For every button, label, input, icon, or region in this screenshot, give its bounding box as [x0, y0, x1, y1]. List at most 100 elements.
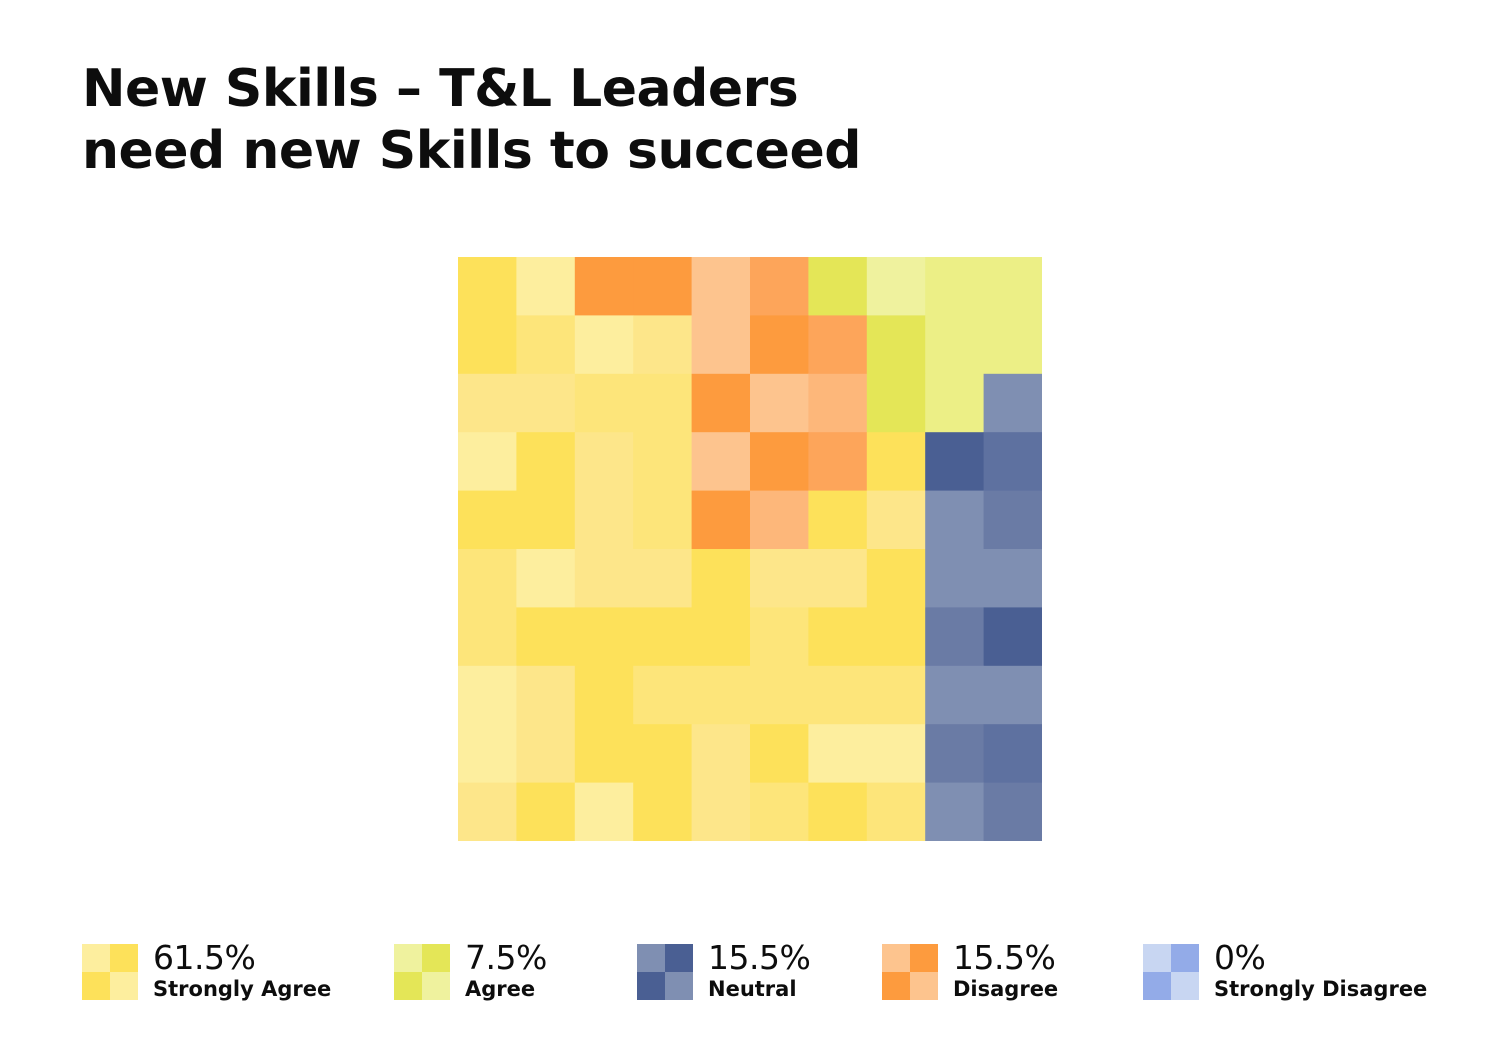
waffle-cell-strongly-agree [808, 782, 868, 841]
legend-swatch-disagree [882, 944, 938, 1000]
legend-swatch-neutral [637, 944, 693, 1000]
legend-swatch-strongly-disagree [1143, 944, 1199, 1000]
waffle-cell-strongly-agree [750, 665, 809, 725]
waffle-cell-strongly-agree [866, 549, 926, 608]
waffle-cell-strongly-agree [866, 782, 926, 841]
waffle-cell-disagree [691, 257, 751, 316]
waffle-cell-disagree [633, 257, 693, 316]
legend-label-disagree: Disagree [953, 977, 1059, 1001]
waffle-cell-strongly-agree [458, 315, 517, 375]
waffle-cell-disagree [750, 432, 809, 492]
waffle-cell-neutral [983, 432, 1042, 492]
swatch-cell [665, 972, 693, 1000]
waffle-cell-neutral [925, 549, 985, 608]
waffle-cell-strongly-agree [458, 373, 517, 433]
waffle-cell-strongly-agree [574, 724, 634, 784]
legend-value-agree: 7.5% [465, 938, 547, 977]
waffle-cell-neutral [983, 490, 1042, 550]
chart-title: New Skills – T&L Leaders need new Skills… [82, 58, 861, 182]
swatch-cell [910, 972, 938, 1000]
waffle-cell-strongly-agree [458, 549, 517, 608]
swatch-cell [422, 944, 450, 972]
legend: 61.5% Strongly Agree 7.5% Agree 15.5% Ne… [0, 940, 1500, 1004]
waffle-cell-strongly-agree [866, 607, 926, 667]
waffle-cell-strongly-agree [574, 490, 634, 550]
waffle-cell-strongly-agree [574, 549, 634, 608]
waffle-cell-neutral [983, 782, 1042, 841]
waffle-cell-neutral [983, 607, 1042, 667]
waffle-cell-strongly-agree [516, 782, 576, 841]
waffle-cell-neutral [925, 724, 985, 784]
swatch-cell [882, 972, 910, 1000]
waffle-cell-strongly-agree [633, 549, 693, 608]
waffle-cell-agree [866, 315, 926, 375]
waffle-cell-strongly-agree [866, 490, 926, 550]
waffle-cell-strongly-agree [516, 607, 576, 667]
waffle-chart [458, 257, 1042, 841]
swatch-cell [910, 944, 938, 972]
waffle-cell-strongly-agree [574, 315, 634, 375]
waffle-cell-disagree [750, 373, 809, 433]
legend-label-strongly-agree: Strongly Agree [153, 977, 332, 1001]
waffle-cell-strongly-agree [808, 607, 868, 667]
waffle-cell-neutral [925, 782, 985, 841]
legend-value-disagree: 15.5% [953, 938, 1056, 977]
swatch-cell [637, 944, 665, 972]
waffle-cell-neutral [925, 665, 985, 725]
waffle-cell-strongly-agree [516, 373, 576, 433]
waffle-cell-strongly-agree [808, 665, 868, 725]
waffle-cell-strongly-agree [750, 724, 809, 784]
waffle-cell-strongly-agree [458, 607, 517, 667]
swatch-cell [665, 944, 693, 972]
waffle-cell-disagree [750, 257, 809, 316]
waffle-cell-strongly-agree [808, 724, 868, 784]
waffle-cell-disagree [691, 490, 751, 550]
swatch-cell [1143, 944, 1171, 972]
waffle-cell-strongly-agree [458, 490, 517, 550]
legend-label-neutral: Neutral [708, 977, 797, 1001]
waffle-cell-strongly-agree [516, 724, 576, 784]
swatch-cell [422, 972, 450, 1000]
waffle-cell-strongly-agree [808, 490, 868, 550]
waffle-cell-strongly-agree [574, 373, 634, 433]
waffle-cell-strongly-agree [516, 257, 576, 316]
waffle-cell-strongly-agree [750, 782, 809, 841]
waffle-cell-strongly-agree [574, 665, 634, 725]
waffle-cell-strongly-agree [516, 490, 576, 550]
waffle-cell-strongly-agree [516, 432, 576, 492]
swatch-cell [882, 944, 910, 972]
swatch-cell [110, 944, 138, 972]
waffle-cell-neutral [925, 490, 985, 550]
waffle-cell-strongly-agree [691, 724, 751, 784]
waffle-cell-strongly-agree [574, 432, 634, 492]
legend-value-strongly-disagree: 0% [1214, 938, 1266, 977]
waffle-cell-strongly-agree [516, 315, 576, 375]
waffle-cell-agree [925, 373, 985, 433]
legend-swatch-agree [394, 944, 450, 1000]
waffle-cell-strongly-agree [866, 724, 926, 784]
waffle-cell-strongly-agree [808, 549, 868, 608]
waffle-cell-strongly-agree [633, 315, 693, 375]
legend-value-strongly-agree: 61.5% [153, 938, 256, 977]
chart-title-line-1: New Skills – T&L Leaders [82, 59, 799, 119]
waffle-cell-disagree [750, 490, 809, 550]
waffle-cell-strongly-agree [574, 607, 634, 667]
waffle-cell-strongly-agree [866, 432, 926, 492]
waffle-cell-strongly-agree [866, 665, 926, 725]
waffle-cell-disagree [808, 432, 868, 492]
swatch-cell [82, 944, 110, 972]
legend-label-strongly-disagree: Strongly Disagree [1214, 977, 1428, 1001]
waffle-cell-disagree [691, 315, 751, 375]
waffle-cell-strongly-agree [633, 724, 693, 784]
waffle-cell-agree [925, 257, 985, 316]
waffle-cell-neutral [983, 665, 1042, 725]
waffle-cell-agree [925, 315, 985, 375]
waffle-cell-strongly-agree [633, 665, 693, 725]
waffle-cell-disagree [691, 373, 751, 433]
chart-title-line-2: need new Skills to succeed [82, 121, 861, 181]
waffle-cell-agree [983, 315, 1042, 375]
swatch-cell [110, 972, 138, 1000]
swatch-cell [82, 972, 110, 1000]
waffle-cell-agree [866, 373, 926, 433]
swatch-cell [1171, 944, 1199, 972]
